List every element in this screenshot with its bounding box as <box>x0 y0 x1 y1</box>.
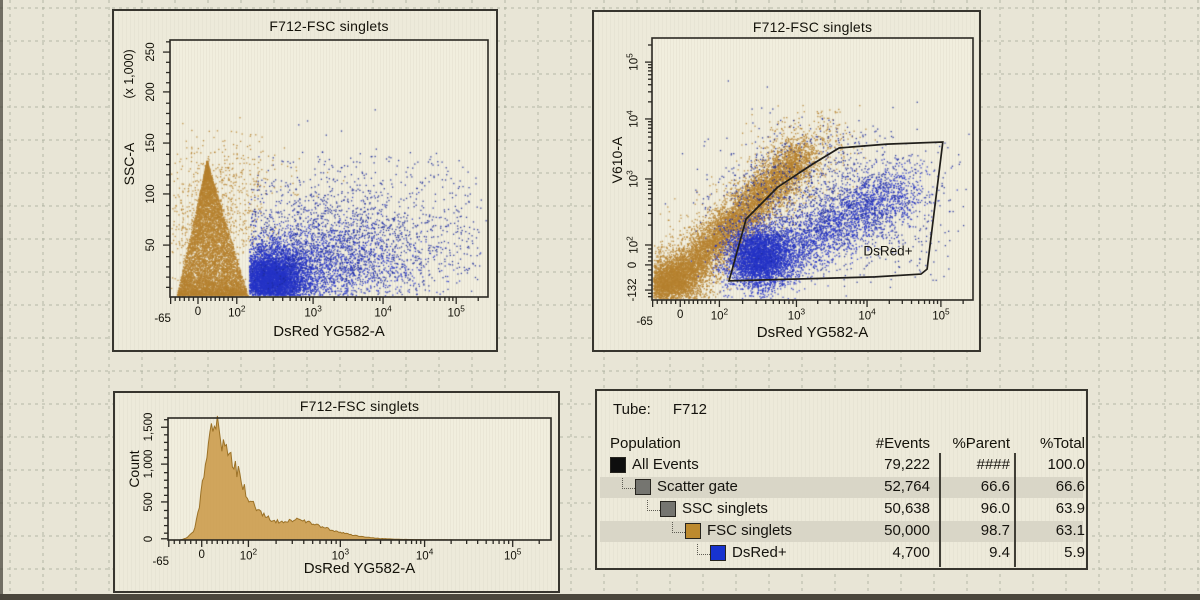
y-tick-label: 100 <box>145 184 157 204</box>
column-header-events: #Events <box>875 435 930 452</box>
tube-label: Tube: <box>613 401 651 418</box>
x-tick-label: 102 <box>239 547 258 563</box>
y-tick-label: 1,000 <box>143 449 155 479</box>
plot-frame <box>169 39 489 298</box>
photo-edge-left <box>0 0 3 600</box>
y-tick-label: 150 <box>145 133 157 153</box>
y-tick-label: 105 <box>625 53 641 71</box>
tree-connector <box>697 544 710 555</box>
y-tick-label: 200 <box>145 82 157 102</box>
column-header-pct-total: %Total <box>1039 435 1085 452</box>
axis-ticks <box>163 41 479 304</box>
row-highlight <box>600 477 1083 498</box>
events-count: 79,222 <box>884 456 930 473</box>
tree-connector <box>622 478 635 489</box>
tube-line: Tube: F712 <box>613 401 707 418</box>
events-count: 52,764 <box>884 478 930 495</box>
x-tick-label: -65 <box>152 556 170 568</box>
y-tick-label: 500 <box>143 492 155 512</box>
plot-frame <box>651 37 974 301</box>
axis-ticks <box>645 44 964 307</box>
population-name: SSC singlets <box>682 500 768 517</box>
y-tick-label: 103 <box>625 170 641 188</box>
population-swatch <box>685 523 701 539</box>
column-header-population: Population <box>610 435 681 452</box>
plot-frame <box>167 417 552 541</box>
x-tick-label: 104 <box>374 304 392 320</box>
plot-axes: DsRed+ <box>645 37 974 307</box>
x-tick-label: 105 <box>932 307 950 323</box>
x-tick-label: 0 <box>677 309 684 321</box>
percent-parent: 66.6 <box>980 478 1010 495</box>
y-tick-label: 0 <box>143 535 155 542</box>
y-tick-label: 250 <box>145 42 157 62</box>
photo-edge-bottom <box>0 594 1200 600</box>
x-tick-label: 105 <box>503 547 522 563</box>
column-header-pct-parent: %Parent <box>952 435 1010 452</box>
x-tick-label: 103 <box>787 307 806 323</box>
percent-total: 5.9 <box>1064 544 1085 561</box>
plot-title: F712-FSC singlets <box>269 18 389 34</box>
percent-parent: 98.7 <box>980 522 1010 539</box>
row-highlight <box>600 521 1083 542</box>
x-tick-label: -65 <box>636 316 653 328</box>
percent-total: 63.9 <box>1055 500 1085 517</box>
population-name: DsRed+ <box>732 544 787 561</box>
percent-total: 63.1 <box>1055 522 1085 539</box>
plot-panel-ssc-vs-dsred[interactable]: F712-FSC singlets (x 1,000) SSC-A DsRed … <box>112 9 498 352</box>
gate-label: DsRed+ <box>863 243 912 258</box>
percent-total: 66.6 <box>1055 478 1085 495</box>
plot-title: F712-FSC singlets <box>299 398 420 414</box>
x-axis-label: DsRed YG582-A <box>273 323 385 340</box>
y-tick-label: 0 <box>627 261 639 269</box>
population-name: All Events <box>632 456 699 473</box>
column-separator <box>1014 453 1016 567</box>
events-count: 4,700 <box>892 544 930 561</box>
plot-axes <box>161 415 552 547</box>
scatter-points <box>652 38 973 300</box>
y-tick-label: -132 <box>627 278 639 302</box>
plot-title: F712-FSC singlets <box>752 19 873 35</box>
events-count: 50,638 <box>884 500 930 517</box>
percent-total: 100.0 <box>1047 456 1085 473</box>
tree-connector <box>647 500 660 511</box>
population-name: FSC singlets <box>707 522 793 539</box>
plot-panel-dsred-histogram[interactable]: F712-FSC singlets Count DsRed YG582-A -6… <box>113 391 560 593</box>
y-tick-label: 50 <box>145 238 157 252</box>
statistics-panel[interactable]: Tube: F712 Population #Events %Parent %Total… <box>595 389 1088 570</box>
percent-parent: 9.4 <box>989 544 1010 561</box>
x-tick-label: 102 <box>228 304 246 320</box>
y-tick-label: 104 <box>625 110 641 128</box>
x-tick-label: 0 <box>194 306 202 318</box>
x-tick-label: -65 <box>154 313 171 325</box>
population-swatch <box>710 545 726 561</box>
percent-parent: #### <box>976 456 1010 473</box>
population-name: Scatter gate <box>657 478 738 495</box>
plot-axes <box>163 39 489 304</box>
plot-panel-v610-vs-dsred[interactable]: F712-FSC singlets V610-A DsRed YG582-A D… <box>592 10 981 352</box>
column-separator <box>939 453 941 567</box>
tube-value: F712 <box>672 401 708 418</box>
x-tick-label: 104 <box>415 547 434 563</box>
x-tick-label: 103 <box>331 547 350 563</box>
y-tick-label: 1,500 <box>143 412 155 442</box>
x-tick-label: 102 <box>710 307 729 323</box>
x-tick-label: 0 <box>198 549 205 561</box>
histogram-shape <box>179 415 513 541</box>
dsred-gate[interactable] <box>727 141 944 282</box>
x-axis-label: DsRed YG582-A <box>303 560 416 577</box>
x-tick-label: 103 <box>304 304 322 320</box>
population-swatch <box>610 457 626 473</box>
x-tick-label: 104 <box>858 307 876 323</box>
y-tick-label: 102 <box>625 236 641 254</box>
population-swatch <box>660 501 676 517</box>
population-swatch <box>635 479 651 495</box>
events-count: 50,000 <box>884 522 930 539</box>
tree-connector <box>672 522 685 533</box>
percent-parent: 96.0 <box>980 500 1010 517</box>
scatter-points <box>170 40 488 297</box>
x-tick-label: 105 <box>447 304 465 320</box>
x-axis-label: DsRed YG582-A <box>756 324 869 341</box>
